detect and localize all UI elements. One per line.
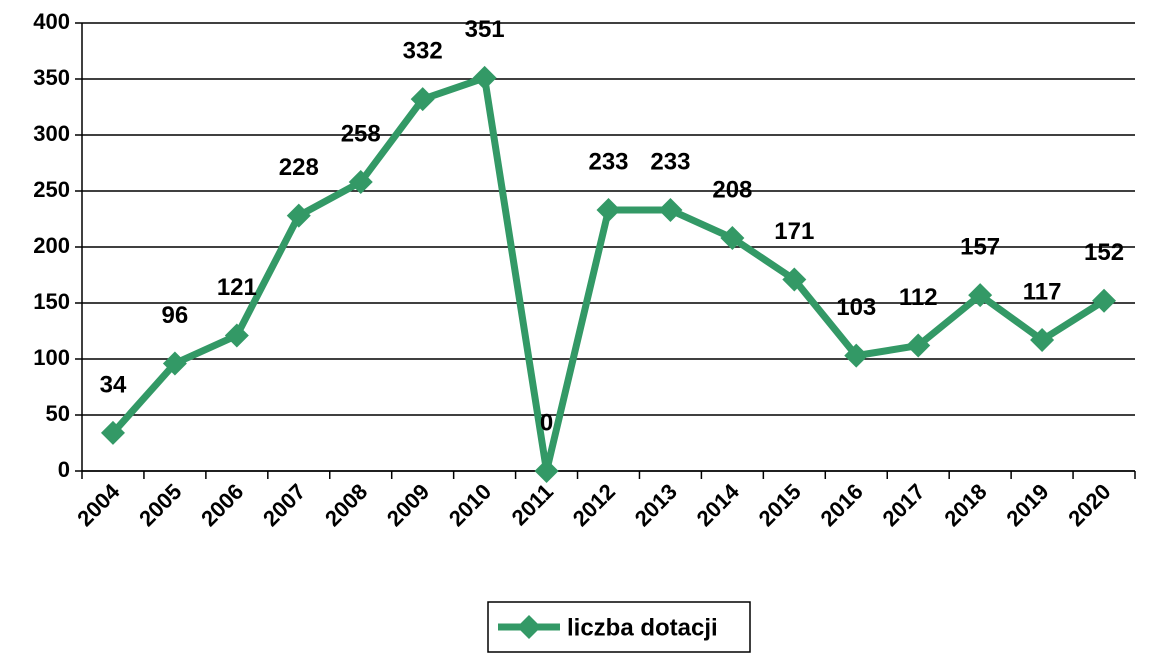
x-tick-label: 2016 bbox=[816, 479, 868, 531]
data-label: 117 bbox=[1023, 278, 1062, 305]
x-tick-label: 2005 bbox=[134, 479, 186, 531]
data-label: 208 bbox=[712, 176, 752, 203]
point-marker bbox=[844, 343, 869, 368]
point-marker bbox=[1030, 327, 1055, 352]
data-label: 34 bbox=[100, 371, 127, 398]
x-tick-label: 2011 bbox=[507, 479, 558, 530]
point-marker bbox=[472, 65, 497, 90]
data-label: 157 bbox=[960, 234, 1000, 261]
x-tick-label: 2015 bbox=[754, 479, 806, 531]
y-tick-label: 200 bbox=[33, 233, 70, 258]
x-tick-label: 2013 bbox=[630, 479, 682, 531]
legend-marker bbox=[517, 615, 541, 639]
point-marker bbox=[782, 267, 807, 292]
data-label: 171 bbox=[774, 218, 814, 245]
data-label: 351 bbox=[465, 16, 505, 43]
point-marker bbox=[534, 459, 559, 483]
y-tick-label: 150 bbox=[33, 289, 70, 314]
y-tick-label: 50 bbox=[46, 401, 70, 426]
x-tick-label: 2017 bbox=[877, 479, 929, 531]
data-label: 96 bbox=[162, 302, 189, 329]
y-tick-label: 400 bbox=[33, 9, 70, 34]
y-tick-label: 0 bbox=[58, 457, 70, 482]
data-label: 0 bbox=[540, 409, 553, 436]
y-tick-label: 250 bbox=[33, 177, 70, 202]
x-tick-label: 2009 bbox=[382, 479, 434, 531]
y-tick-label: 300 bbox=[33, 121, 70, 146]
x-tick-label: 2020 bbox=[1063, 479, 1115, 531]
point-marker bbox=[1092, 288, 1117, 313]
point-marker bbox=[720, 226, 745, 251]
data-label: 258 bbox=[341, 120, 381, 147]
data-label: 228 bbox=[279, 154, 319, 181]
y-tick-label: 350 bbox=[33, 65, 70, 90]
x-tick-label: 2010 bbox=[444, 479, 496, 531]
point-marker bbox=[162, 351, 187, 376]
point-marker bbox=[100, 420, 125, 445]
point-marker bbox=[286, 203, 311, 228]
x-tick-label: 2008 bbox=[320, 479, 372, 531]
x-tick-label: 2014 bbox=[692, 478, 745, 531]
data-label: 152 bbox=[1084, 239, 1124, 266]
point-marker bbox=[968, 283, 993, 308]
data-label: 233 bbox=[650, 148, 690, 175]
x-tick-label: 2019 bbox=[1001, 479, 1053, 531]
data-label: 103 bbox=[836, 294, 876, 321]
point-marker bbox=[596, 198, 621, 223]
x-tick-label: 2004 bbox=[72, 478, 125, 531]
data-label: 112 bbox=[899, 284, 938, 311]
legend-label: liczba dotacji bbox=[567, 614, 718, 641]
series-line bbox=[110, 74, 1106, 475]
data-label: 121 bbox=[217, 274, 257, 301]
y-tick-label: 100 bbox=[33, 345, 70, 370]
legend: liczba dotacji bbox=[487, 601, 751, 653]
x-tick-label: 2006 bbox=[196, 479, 248, 531]
x-tick-label: 2018 bbox=[939, 479, 991, 531]
point-marker bbox=[658, 198, 683, 223]
point-marker bbox=[348, 170, 373, 195]
x-tick-label: 2007 bbox=[258, 479, 310, 531]
point-marker bbox=[410, 87, 435, 112]
x-tick-label: 2012 bbox=[568, 479, 620, 531]
data-label: 233 bbox=[588, 148, 628, 175]
data-label: 332 bbox=[403, 38, 443, 65]
point-marker bbox=[906, 333, 931, 358]
point-marker bbox=[224, 323, 249, 348]
